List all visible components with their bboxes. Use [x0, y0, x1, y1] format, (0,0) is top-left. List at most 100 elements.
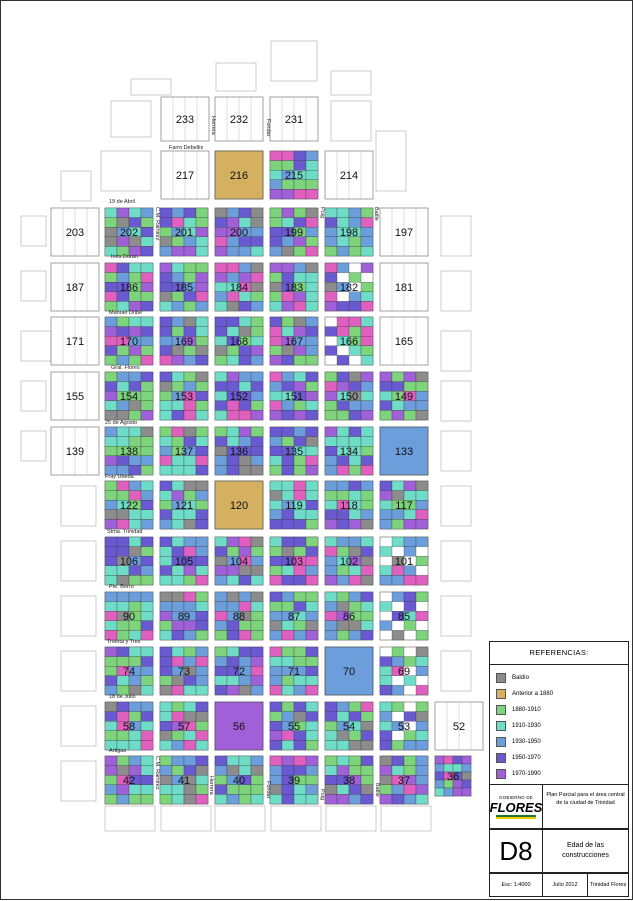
- street-label: Treinta y Tres: [107, 639, 141, 645]
- lot: [128, 711, 142, 722]
- street-label: C.M. Ramirez: [154, 207, 160, 241]
- lot: [293, 436, 307, 447]
- lot: [195, 601, 209, 612]
- lot: [305, 170, 319, 180]
- lot: [348, 519, 362, 530]
- lot: [293, 410, 307, 421]
- lot: [104, 556, 118, 566]
- legend-swatch: [496, 721, 506, 731]
- parcel-outline: [440, 595, 472, 637]
- street-label: Farro Debellis: [169, 145, 203, 151]
- block-number: 117: [395, 500, 413, 512]
- lot: [336, 282, 350, 292]
- lot: [281, 575, 295, 586]
- lot: [324, 480, 338, 491]
- lot: [214, 316, 228, 327]
- lot: [159, 410, 173, 421]
- lot: [214, 381, 228, 392]
- lot: [226, 591, 240, 602]
- lot: [140, 272, 154, 283]
- lot: [140, 381, 154, 392]
- lot: [140, 217, 154, 228]
- lot: [305, 189, 319, 200]
- lot: [195, 565, 209, 576]
- lot: [140, 685, 154, 696]
- block-number: 36: [447, 771, 459, 783]
- lot: [281, 426, 295, 437]
- lot: [128, 546, 142, 557]
- parcel-outline: [20, 380, 47, 412]
- lot: [379, 400, 393, 411]
- street-label: Puig: [319, 207, 325, 218]
- lot: [324, 536, 338, 547]
- lot: [269, 755, 283, 766]
- lot: [281, 740, 295, 751]
- lot: [195, 675, 209, 686]
- lot: [403, 620, 417, 631]
- legend-swatch: [496, 689, 506, 699]
- block-number: 73: [178, 666, 190, 678]
- lot: [104, 272, 118, 283]
- lot: [305, 784, 319, 795]
- block-number: 86: [343, 611, 355, 623]
- lot: [116, 207, 130, 218]
- lot: [238, 207, 252, 218]
- lot: [183, 711, 197, 722]
- street-label: Manuel Oribe: [109, 310, 142, 316]
- lot: [391, 381, 405, 392]
- lot: [403, 410, 417, 421]
- block-number: 232: [230, 114, 248, 126]
- lot: [214, 355, 228, 366]
- lot: [269, 272, 283, 283]
- lot: [324, 755, 338, 766]
- lot: [140, 556, 154, 566]
- lot: [269, 426, 283, 437]
- lot: [159, 730, 173, 741]
- lot: [403, 575, 417, 586]
- parcel-outline: [60, 650, 97, 692]
- lot: [159, 500, 173, 510]
- lot: [159, 611, 173, 621]
- lot: [305, 601, 319, 612]
- lot: [116, 326, 130, 337]
- lot: [360, 400, 374, 411]
- lot: [195, 784, 209, 795]
- lot: [214, 465, 228, 476]
- lot: [140, 246, 154, 257]
- lot: [293, 301, 307, 312]
- lot: [226, 546, 240, 557]
- lot: [348, 630, 362, 641]
- lot: [195, 755, 209, 766]
- lot: [159, 565, 173, 576]
- block-number: 184: [230, 282, 248, 294]
- lot: [238, 794, 252, 805]
- block-number: 122: [120, 500, 138, 512]
- lot: [269, 381, 283, 392]
- lot: [391, 765, 405, 776]
- lot: [116, 355, 130, 366]
- block-number: 168: [230, 336, 248, 348]
- lot: [214, 611, 228, 621]
- lot: [348, 207, 362, 218]
- lot: [195, 345, 209, 356]
- block-215: 215: [269, 150, 319, 200]
- lot: [360, 262, 374, 273]
- lot: [214, 646, 228, 657]
- block-136: 136: [214, 426, 264, 476]
- lot: [226, 355, 240, 366]
- legend-item-1910-1930: 1910-1930: [496, 718, 624, 734]
- lot: [183, 765, 197, 776]
- lot: [305, 490, 319, 501]
- lot: [360, 236, 374, 247]
- lot: [324, 721, 338, 731]
- parcel-outline: [60, 760, 97, 802]
- lot: [379, 565, 393, 576]
- lot: [116, 536, 130, 547]
- lot: [281, 630, 295, 641]
- block-72: 72: [214, 646, 264, 696]
- lot: [379, 784, 393, 795]
- lot: [183, 536, 197, 547]
- lot: [116, 272, 130, 283]
- block-number: 183: [285, 282, 303, 294]
- lot: [250, 784, 264, 795]
